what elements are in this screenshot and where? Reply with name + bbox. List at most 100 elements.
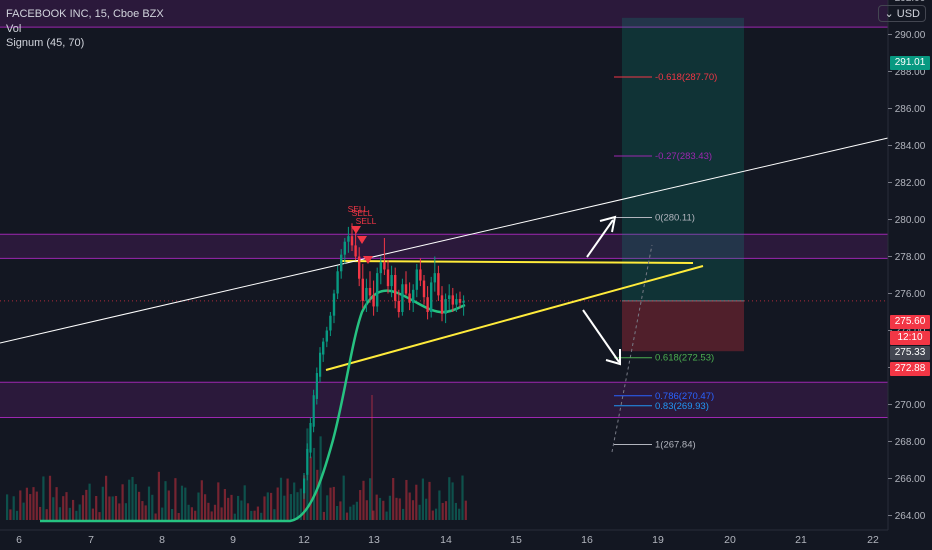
candle (379, 262, 382, 274)
candle (455, 299, 458, 305)
volume-bar (322, 511, 325, 520)
volume-bar (39, 506, 42, 520)
candle (390, 275, 393, 287)
volume-bar (197, 492, 200, 520)
x-tick-label: 8 (159, 534, 165, 546)
x-tick-label: 16 (581, 534, 593, 546)
candle (309, 423, 312, 453)
volume-bar (105, 475, 108, 520)
symbol-title[interactable]: FACEBOOK INC, 15, Cboe BZX (6, 8, 164, 20)
y-tick-label: 278.00 (895, 252, 926, 263)
arrow-up-icon (586, 219, 614, 258)
volume-bar (233, 513, 236, 520)
volume-bar (164, 481, 167, 520)
y-tick-label: 286.00 (895, 104, 926, 115)
currency-selector[interactable]: ⌄ USD (878, 5, 926, 22)
x-tick-label: 12 (298, 534, 310, 546)
volume-bar (220, 507, 223, 520)
volume-bar (256, 506, 259, 520)
sell-arrow-icon (357, 236, 367, 244)
volume-bar (299, 488, 302, 520)
volume-bar (128, 479, 131, 520)
candle (361, 278, 364, 301)
y-tick-label: 270.00 (895, 400, 926, 411)
position-profit-zone (622, 17, 744, 301)
volume-bar (316, 469, 319, 520)
candle (426, 297, 429, 312)
fib-trend-line (611, 244, 653, 453)
volume-bar (273, 509, 276, 520)
volume-bar (352, 504, 355, 520)
volume-bar (85, 489, 88, 520)
volume-bar (147, 486, 151, 520)
volume-bar (154, 513, 157, 520)
x-tick-label: 20 (724, 534, 736, 546)
volume-bar (55, 487, 58, 520)
y-tick-label: 284.00 (895, 141, 926, 152)
volume-bar (382, 500, 385, 520)
fib-level-label: 0.83(269.93) (655, 401, 709, 412)
volume-bar (95, 495, 98, 520)
volume-bar (29, 494, 32, 520)
volume-bar (250, 510, 253, 520)
candle (329, 315, 332, 331)
position-loss-zone (622, 300, 744, 352)
volume-bar (118, 503, 121, 520)
candle (332, 293, 336, 316)
candle (354, 245, 357, 257)
volume-bar (114, 495, 118, 520)
volume-bar (171, 508, 174, 520)
volume-bar (138, 491, 141, 520)
volume-bar (293, 482, 296, 520)
volume-bar (402, 508, 405, 520)
volume-bar (428, 481, 431, 520)
candle (419, 269, 422, 281)
x-tick-label: 19 (652, 534, 664, 546)
candle (303, 478, 306, 494)
volume-bar (9, 509, 12, 520)
candle (404, 284, 408, 294)
fib-layer: -0.618(287.70) -0.27(283.43) 0(280.11) 0.61… (611, 72, 717, 453)
volume-bar (65, 492, 68, 520)
volume-bar (286, 478, 289, 520)
volume-bar (260, 512, 263, 520)
candle (365, 287, 368, 301)
volume-bar (372, 510, 375, 520)
price-tag-prev: 275.33 (890, 346, 930, 360)
volume-bar (398, 498, 401, 520)
candle (401, 284, 404, 312)
volume-bar (431, 510, 434, 520)
sell-arrow-icon (351, 226, 361, 234)
candle (415, 269, 418, 290)
volume-bar (131, 476, 134, 520)
candle (372, 295, 375, 307)
volume-bar (418, 504, 421, 520)
candle (444, 299, 447, 314)
candle (408, 293, 411, 303)
indicator-vol-label[interactable]: Vol (6, 23, 22, 35)
volume-bar (227, 497, 230, 520)
time-axis-bg (0, 530, 932, 550)
volume-bar (35, 491, 38, 520)
indicator-signum-label[interactable]: Signum (45, 70) (6, 37, 85, 49)
candle (448, 295, 451, 300)
volume-bar (12, 496, 15, 520)
candle (386, 269, 390, 287)
candle (451, 295, 454, 305)
volume-bar (263, 496, 266, 520)
volume-bar (134, 484, 137, 520)
volume-bar (230, 494, 233, 520)
x-tick-label: 13 (368, 534, 380, 546)
price-countdown: 12:10 (890, 331, 930, 345)
volume-bar (458, 508, 461, 520)
x-tick-label: 6 (16, 534, 22, 546)
sell-arrow-icon (363, 256, 373, 264)
candle (376, 273, 379, 307)
candle (394, 275, 397, 301)
candle (336, 271, 339, 294)
trendline (0, 137, 889, 344)
volume-bar (210, 511, 213, 520)
candles-layer (303, 223, 465, 499)
